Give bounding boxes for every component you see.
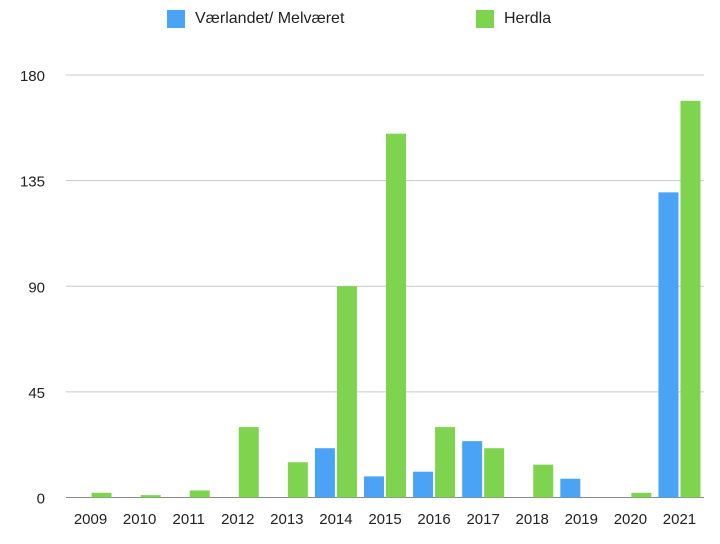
- bar-series-2-2013: [287, 462, 308, 498]
- x-tick-label: 2015: [368, 511, 401, 528]
- legend-label-series-1: Værlandet/ Melværet: [195, 10, 345, 27]
- x-tick-label: 2013: [270, 511, 303, 528]
- bar-series-2-2015: [386, 133, 406, 498]
- x-tick-label: 2011: [173, 511, 205, 528]
- bar-series-1-2017: [462, 441, 483, 498]
- bar-series-2-2010: [140, 495, 161, 498]
- y-tick-label: 135: [20, 174, 45, 191]
- bar-series-2-2021: [680, 100, 701, 498]
- legend-swatch-series-2: [476, 10, 494, 28]
- bar-series-1-2021: [658, 192, 679, 498]
- bar-series-2-2012: [238, 427, 259, 498]
- bar-series-2-2009: [91, 492, 112, 498]
- x-tick-label: 2019: [565, 511, 598, 528]
- x-tick-label: 2017: [466, 511, 499, 528]
- x-tick-label: 2010: [123, 511, 156, 528]
- legend-item-series-2: Herdla: [476, 10, 551, 28]
- legend-label-series-2: Herdla: [504, 10, 552, 27]
- legend-item-series-1: Værlandet/ Melværet: [167, 10, 344, 28]
- x-tick-label: 2009: [74, 511, 107, 528]
- bar-series-2-2011: [189, 490, 210, 498]
- x-tick-label: 2014: [319, 511, 352, 528]
- bar-series-2-2020: [631, 492, 652, 498]
- x-tick-label: 2016: [417, 511, 450, 528]
- bar-series-2-2014: [336, 286, 357, 498]
- bar-series-2-2018: [533, 464, 554, 498]
- y-tick-label: 180: [20, 68, 45, 85]
- x-tick-label: 2018: [516, 511, 549, 528]
- y-tick-label: 90: [28, 279, 45, 296]
- legend-swatch-series-1: [167, 10, 185, 28]
- x-tick-label: 2021: [663, 511, 696, 528]
- y-tick-label: 0: [37, 491, 45, 508]
- bar-series-1-2015: [364, 476, 384, 498]
- bar-series-2-2017: [484, 448, 505, 498]
- x-tick-label: 2020: [614, 511, 647, 528]
- x-tick-label: 2012: [221, 511, 254, 528]
- bar-series-2-2016: [435, 427, 456, 498]
- legend: Værlandet/ Melværet Herdla: [0, 10, 720, 34]
- bar-series-1-2019: [560, 478, 581, 498]
- bar-series-1-2016: [413, 471, 434, 498]
- y-tick-label: 45: [28, 385, 45, 402]
- bar-series-1-2014: [314, 448, 335, 498]
